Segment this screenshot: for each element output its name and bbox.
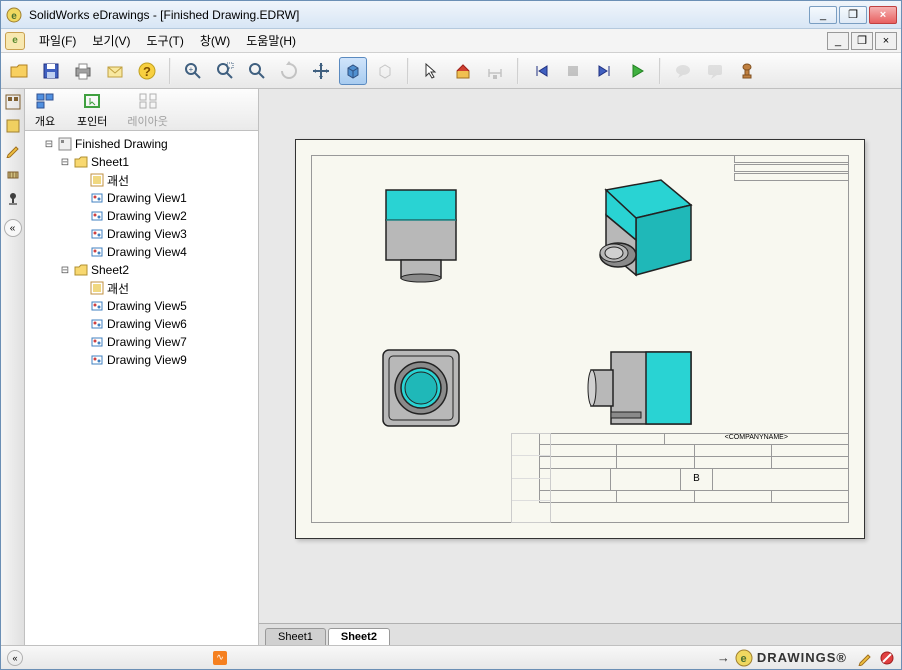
menubar: e 파일(F) 보기(V) 도구(T) 창(W) 도움말(H) _ ❐ × (1, 29, 901, 53)
tree-panel: 개요 포인터 레이아웃 ⊟Finished Drawing ⊟Sheet1 괘선… (25, 89, 259, 645)
tab-sheet2[interactable]: Sheet2 (328, 628, 390, 645)
first-button[interactable] (527, 57, 555, 85)
strip-collapse-button[interactable]: « (4, 219, 22, 237)
title-block: <COMPANYNAME> B (539, 433, 849, 523)
mdi-buttons: _ ❐ × (825, 32, 897, 50)
tree-item[interactable]: 괘선 (29, 171, 254, 189)
perspective-button[interactable] (371, 57, 399, 85)
status-block-icon[interactable] (879, 650, 895, 666)
play-button[interactable] (623, 57, 651, 85)
drawing-view-top (371, 340, 471, 435)
next-button[interactable] (591, 57, 619, 85)
select-button[interactable] (417, 57, 445, 85)
maximize-button[interactable]: ❐ (839, 6, 867, 24)
sheet-tabs: Sheet1 Sheet2 (259, 623, 901, 645)
notes-block (511, 433, 551, 523)
drawing-view-iso (566, 170, 706, 300)
toolbar-separator (517, 58, 519, 84)
home-button[interactable] (449, 57, 477, 85)
window-buttons: _ ❐ × (809, 6, 897, 24)
menu-file[interactable]: 파일(F) (31, 32, 84, 49)
menu-app-icon[interactable]: e (5, 32, 25, 50)
mail-button[interactable] (101, 57, 129, 85)
zoom-fit-button[interactable] (243, 57, 271, 85)
comment-button[interactable] (701, 57, 729, 85)
stamp-button[interactable] (733, 57, 761, 85)
shade-button[interactable] (339, 57, 367, 85)
minimize-button[interactable]: _ (809, 6, 837, 24)
status-collapse[interactable]: « (7, 650, 23, 666)
view-area: <COMPANYNAME> B (259, 89, 901, 645)
svg-text:+: + (189, 65, 194, 74)
mdi-maximize[interactable]: ❐ (851, 32, 873, 50)
toolbar-separator (659, 58, 661, 84)
tree-sheet2[interactable]: ⊟Sheet2 (29, 261, 254, 279)
content-area: « 개요 포인터 레이아웃 ⊟Finished Drawing (1, 89, 901, 645)
menu-help[interactable]: 도움말(H) (238, 32, 304, 49)
tree-item[interactable]: Drawing View6 (29, 315, 254, 333)
menu-tools[interactable]: 도구(T) (138, 32, 191, 49)
strip-icon-2[interactable] (4, 117, 22, 135)
drawing-canvas[interactable]: <COMPANYNAME> B (259, 89, 901, 623)
tree-item[interactable]: Drawing View1 (29, 189, 254, 207)
tree-item[interactable]: Drawing View3 (29, 225, 254, 243)
menu-window[interactable]: 창(W) (192, 32, 238, 49)
tree-root[interactable]: ⊟Finished Drawing (29, 135, 254, 153)
measure-button[interactable] (481, 57, 509, 85)
strip-icon-3[interactable] (4, 141, 22, 159)
tree-toolbar: 개요 포인터 레이아웃 (25, 89, 258, 131)
mdi-minimize[interactable]: _ (827, 32, 849, 50)
svg-text:e: e (11, 11, 17, 22)
pan-button[interactable] (307, 57, 335, 85)
tree-item[interactable]: Drawing View5 (29, 297, 254, 315)
menu-view[interactable]: 보기(V) (84, 32, 138, 49)
markup-button[interactable] (669, 57, 697, 85)
drawing-view-front (376, 180, 466, 290)
upper-title-block (734, 155, 849, 195)
tree-tool-overview[interactable]: 개요 (33, 91, 57, 129)
open-button[interactable] (5, 57, 33, 85)
strip-icon-5[interactable] (4, 189, 22, 207)
tree-item[interactable]: 괘선 (29, 279, 254, 297)
print-button[interactable] (69, 57, 97, 85)
rss-icon[interactable]: ∿ (213, 651, 227, 665)
drawing-sheet: <COMPANYNAME> B (295, 139, 865, 539)
titlebar: e SolidWorks eDrawings - [Finished Drawi… (1, 1, 901, 29)
tree-sheet1[interactable]: ⊟Sheet1 (29, 153, 254, 171)
mdi-close[interactable]: × (875, 32, 897, 50)
left-icon-strip: « (1, 89, 25, 645)
zoom-in-button[interactable]: + (179, 57, 207, 85)
tree-item[interactable]: Drawing View4 (29, 243, 254, 261)
app-icon: e (5, 6, 23, 24)
status-edit-icon[interactable] (857, 650, 873, 666)
main-toolbar: ? + (1, 53, 901, 89)
tab-sheet1[interactable]: Sheet1 (265, 628, 326, 645)
status-logo: → e DRAWINGS® (717, 649, 847, 667)
tree-item[interactable]: Drawing View7 (29, 333, 254, 351)
toolbar-separator (407, 58, 409, 84)
svg-text:e: e (740, 653, 747, 665)
tree-tool-pointer[interactable]: 포인터 (77, 91, 107, 129)
help-button[interactable]: ? (133, 57, 161, 85)
tree-item[interactable]: Drawing View9 (29, 351, 254, 369)
strip-icon-1[interactable] (4, 93, 22, 111)
strip-icon-4[interactable] (4, 165, 22, 183)
rotate-button[interactable] (275, 57, 303, 85)
tree-view: ⊟Finished Drawing ⊟Sheet1 괘선 Drawing Vie… (25, 131, 258, 645)
main-window: e SolidWorks eDrawings - [Finished Drawi… (0, 0, 902, 670)
stop-button[interactable] (559, 57, 587, 85)
save-button[interactable] (37, 57, 65, 85)
svg-text:?: ? (143, 64, 151, 79)
tree-item[interactable]: Drawing View2 (29, 207, 254, 225)
tree-tool-layout: 레이아웃 (127, 91, 167, 129)
close-button[interactable]: × (869, 6, 897, 24)
toolbar-separator (169, 58, 171, 84)
window-title: SolidWorks eDrawings - [Finished Drawing… (29, 8, 299, 22)
statusbar: « ∿ → e DRAWINGS® (1, 645, 901, 669)
drawing-view-side (586, 340, 706, 435)
zoom-area-button[interactable] (211, 57, 239, 85)
